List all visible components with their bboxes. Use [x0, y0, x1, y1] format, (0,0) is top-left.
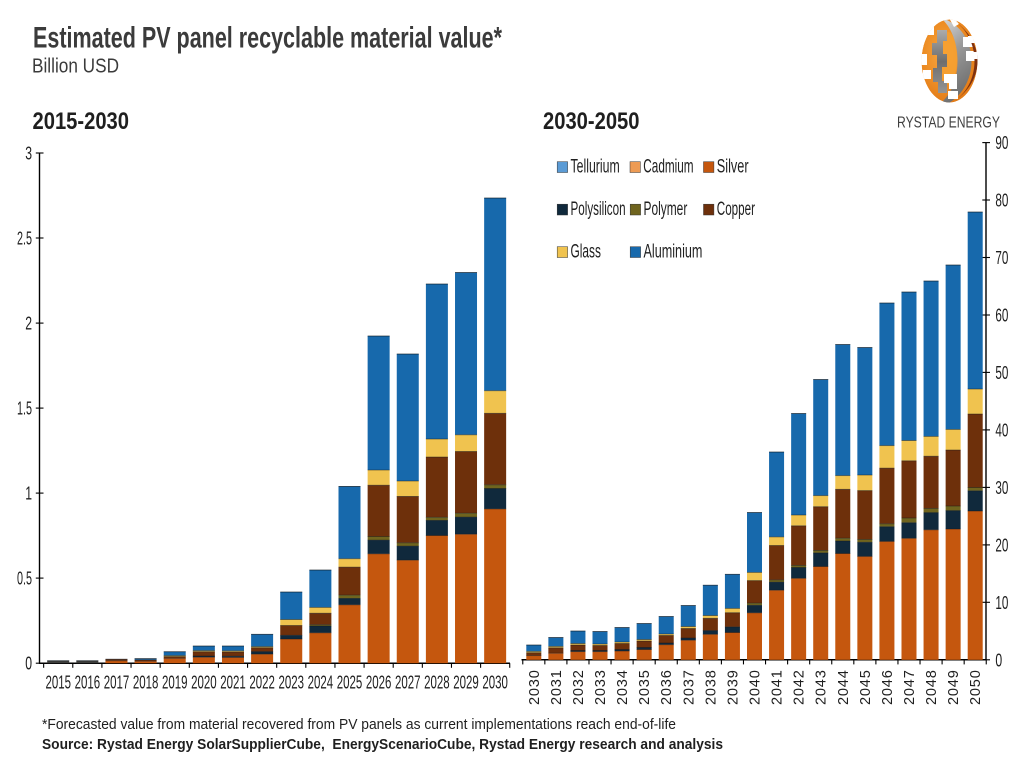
svg-text:2032: 2032: [571, 669, 587, 705]
svg-text:Glass: Glass: [571, 242, 601, 263]
svg-text:Polysilicon: Polysilicon: [571, 199, 626, 220]
svg-text:2022: 2022: [249, 673, 274, 694]
svg-text:2047: 2047: [902, 669, 918, 705]
svg-text:Estimated PV panel recyclable: Estimated PV panel recyclable material v…: [33, 22, 502, 55]
svg-text:2042: 2042: [792, 669, 808, 705]
svg-text:2015-2030: 2015-2030: [33, 108, 130, 135]
svg-text:40: 40: [995, 420, 1008, 441]
svg-text:2.5: 2.5: [17, 228, 32, 249]
svg-text:10: 10: [995, 592, 1008, 613]
svg-text:2020: 2020: [191, 673, 217, 694]
svg-text:2030: 2030: [527, 669, 543, 705]
svg-text:0.5: 0.5: [17, 568, 32, 589]
svg-text:60: 60: [995, 305, 1008, 326]
svg-text:1.5: 1.5: [17, 398, 32, 419]
svg-text:2035: 2035: [637, 669, 653, 705]
svg-text:2027: 2027: [395, 673, 421, 694]
svg-text:30: 30: [995, 477, 1008, 498]
svg-text:2036: 2036: [659, 669, 675, 705]
svg-text:2040: 2040: [748, 669, 764, 705]
svg-text:2034: 2034: [615, 669, 631, 705]
svg-text:2050: 2050: [968, 669, 984, 705]
svg-text:2024: 2024: [308, 673, 334, 694]
svg-text:2038: 2038: [703, 669, 719, 705]
svg-text:Polymer: Polymer: [644, 199, 688, 220]
svg-text:2017: 2017: [104, 673, 129, 694]
svg-text:RYSTAD ENERGY: RYSTAD ENERGY: [897, 115, 1000, 132]
svg-text:2044: 2044: [836, 669, 852, 705]
svg-text:90: 90: [995, 132, 1008, 153]
svg-text:2046: 2046: [880, 669, 896, 705]
svg-text:2045: 2045: [858, 669, 874, 705]
svg-text:2033: 2033: [593, 669, 609, 705]
svg-text:1: 1: [25, 483, 32, 504]
svg-text:2041: 2041: [770, 669, 786, 705]
svg-text:20: 20: [995, 534, 1008, 555]
svg-text:2016: 2016: [75, 673, 101, 694]
svg-text:3: 3: [25, 143, 32, 164]
svg-text:0: 0: [25, 653, 32, 674]
svg-text:Copper: Copper: [717, 199, 756, 220]
svg-text:2028: 2028: [424, 673, 450, 694]
svg-text:50: 50: [995, 362, 1008, 383]
svg-text:Cadmium: Cadmium: [643, 157, 693, 178]
svg-text:2023: 2023: [278, 673, 304, 694]
svg-text:2018: 2018: [133, 673, 159, 694]
svg-text:2026: 2026: [366, 673, 392, 694]
svg-text:Silver: Silver: [717, 157, 749, 178]
svg-text:2019: 2019: [162, 673, 188, 694]
svg-text:80: 80: [995, 190, 1008, 211]
svg-text:2029: 2029: [453, 673, 479, 694]
svg-text:2039: 2039: [725, 669, 741, 705]
svg-text:70: 70: [995, 247, 1008, 268]
svg-text:2: 2: [25, 313, 32, 334]
svg-text:2043: 2043: [814, 669, 830, 705]
svg-text:*Forecasted value from materia: *Forecasted value from material recovere…: [42, 716, 676, 733]
svg-text:Billion USD: Billion USD: [32, 56, 119, 78]
svg-text:0: 0: [995, 649, 1002, 670]
svg-text:2030-2050: 2030-2050: [543, 108, 640, 135]
svg-text:Source: Rystad Energy SolarSup: Source: Rystad Energy SolarSupplierCube,…: [42, 736, 723, 753]
svg-text:2049: 2049: [946, 669, 962, 705]
svg-text:2031: 2031: [549, 669, 565, 705]
svg-text:2030: 2030: [482, 673, 508, 694]
svg-text:2037: 2037: [681, 669, 697, 705]
svg-text:2021: 2021: [220, 673, 246, 694]
svg-text:2048: 2048: [924, 669, 940, 705]
svg-text:2015: 2015: [45, 673, 70, 694]
svg-text:Tellurium: Tellurium: [571, 157, 620, 178]
svg-text:Aluminium: Aluminium: [644, 242, 703, 263]
svg-text:2025: 2025: [337, 673, 363, 694]
